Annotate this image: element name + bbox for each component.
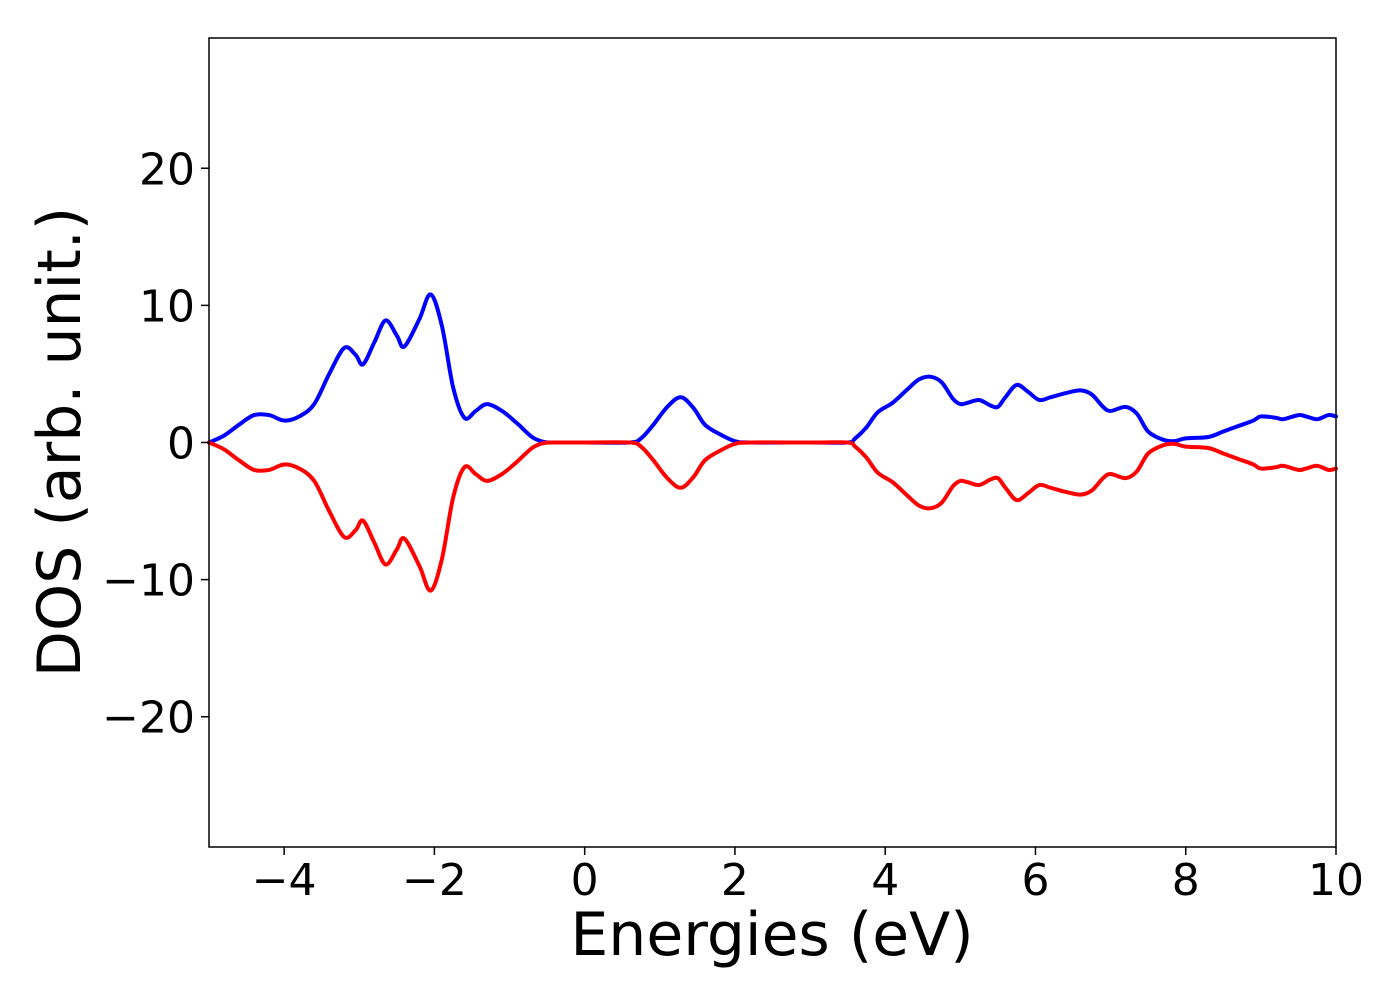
x-tick-label: 4 <box>871 855 899 906</box>
y-tick-label: 10 <box>139 281 195 332</box>
series-layer <box>207 292 1338 593</box>
series-line-2 <box>207 440 1338 593</box>
y-tick-label: 0 <box>167 419 195 470</box>
x-tick-label: −2 <box>402 855 467 906</box>
x-tick-label: −4 <box>252 855 317 906</box>
y-tick-label: −10 <box>102 556 195 607</box>
y-axis-label: DOS (arb. unit.) <box>25 207 95 677</box>
x-tick-label: 6 <box>1021 855 1049 906</box>
series-line-1 <box>207 292 1338 445</box>
y-tick-label: −20 <box>102 693 195 744</box>
x-tick-label: 2 <box>721 855 749 906</box>
y-tick-label: 20 <box>139 144 195 195</box>
x-axis-label: Energies (eV) <box>570 900 973 970</box>
x-tick-label: 8 <box>1172 855 1200 906</box>
x-axis-ticks: −4 −2 0 2 4 6 8 10 <box>252 847 1364 906</box>
x-tick-label: 0 <box>571 855 599 906</box>
y-axis-ticks: 20 10 0 −10 −20 <box>102 144 209 744</box>
x-tick-label: 10 <box>1308 855 1364 906</box>
